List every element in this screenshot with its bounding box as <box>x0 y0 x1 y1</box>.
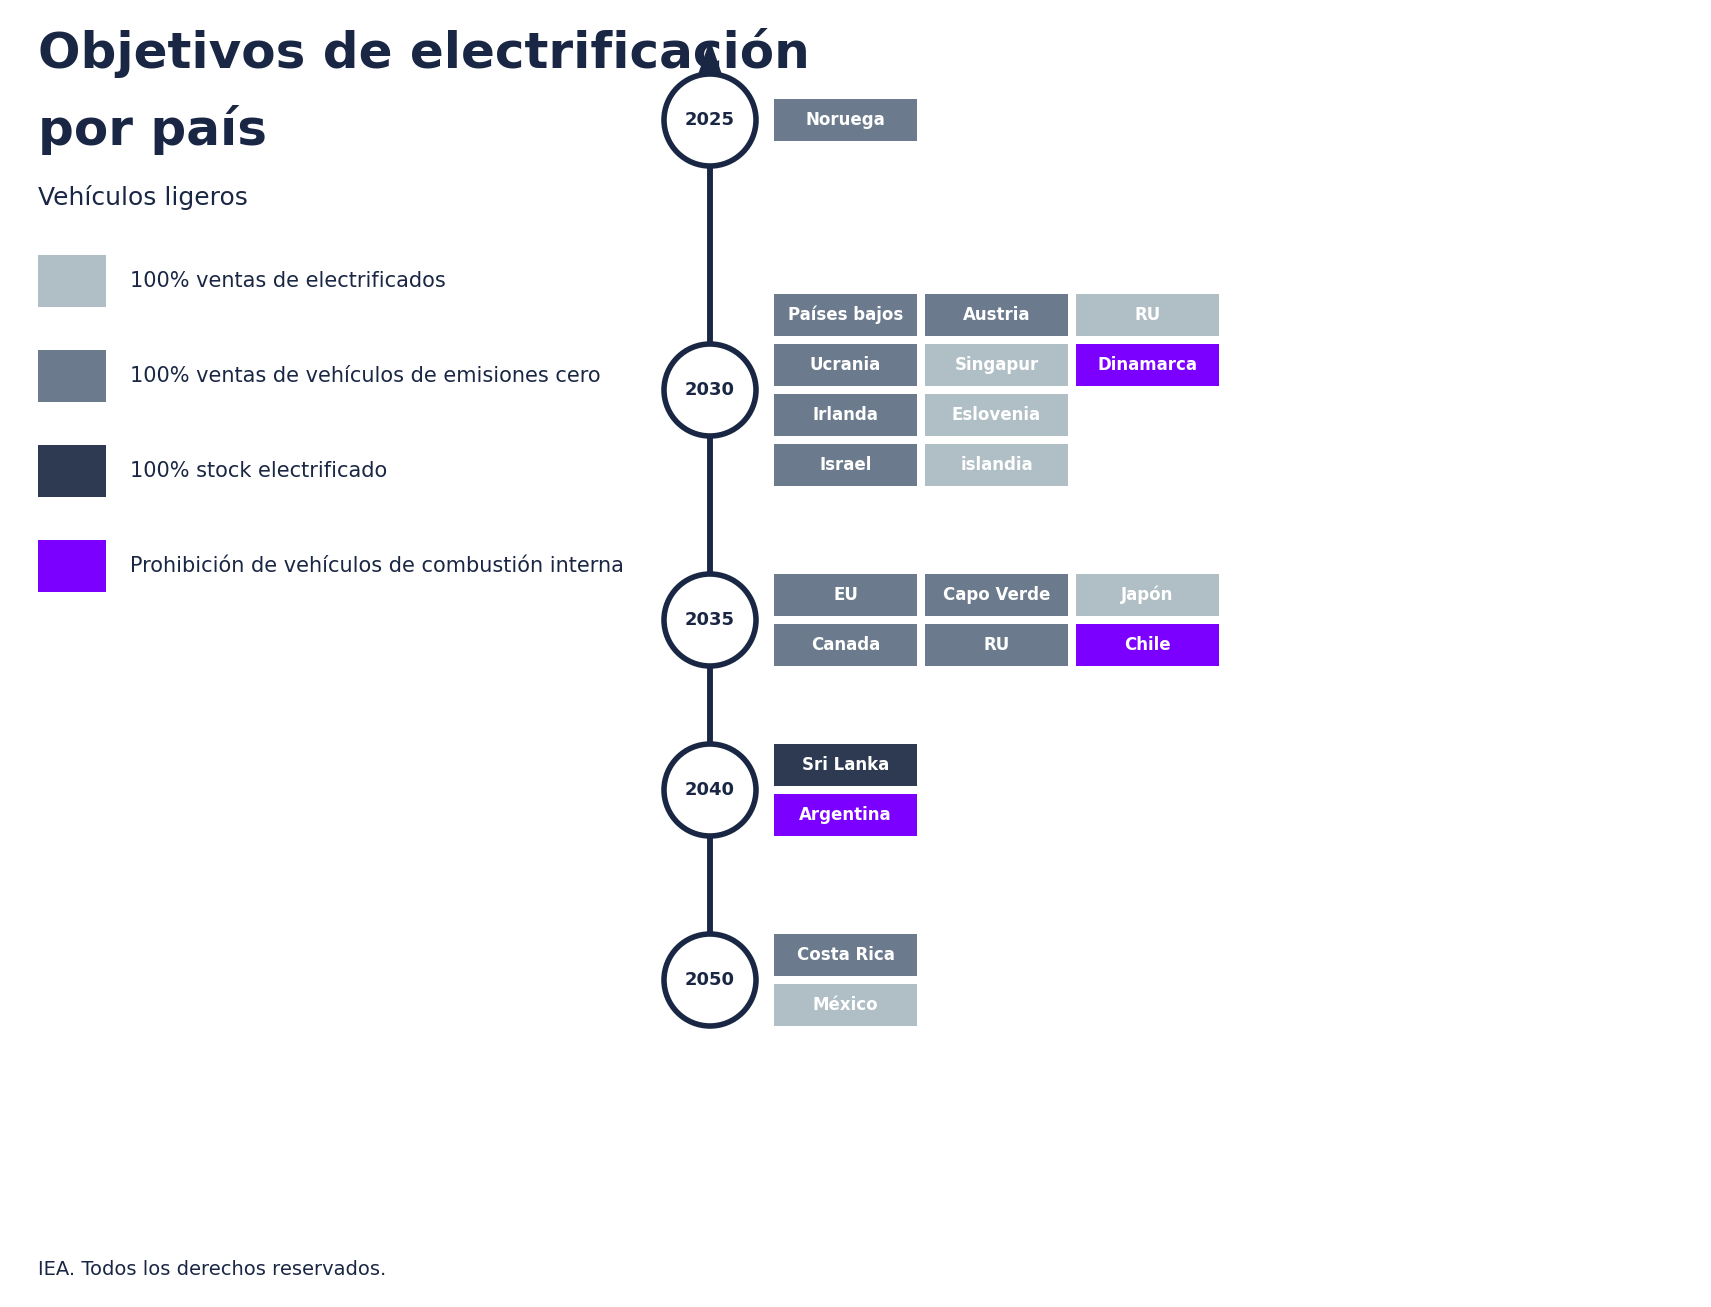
Text: Israel: Israel <box>820 456 871 474</box>
Text: Austria: Austria <box>963 306 1030 324</box>
Text: 100% ventas de electrificados: 100% ventas de electrificados <box>130 271 447 291</box>
Text: islandia: islandia <box>960 456 1033 474</box>
Text: Japón: Japón <box>1121 586 1174 604</box>
Circle shape <box>664 344 756 437</box>
Text: Eslovenia: Eslovenia <box>951 406 1040 423</box>
Text: 100% stock electrificado: 100% stock electrificado <box>130 461 387 481</box>
Circle shape <box>664 74 756 166</box>
FancyBboxPatch shape <box>926 393 1068 437</box>
Text: Dinamarca: Dinamarca <box>1097 356 1198 374</box>
FancyBboxPatch shape <box>773 574 917 616</box>
Text: 100% ventas de vehículos de emisiones cero: 100% ventas de vehículos de emisiones ce… <box>130 366 601 386</box>
Circle shape <box>664 935 756 1026</box>
FancyBboxPatch shape <box>1076 344 1218 386</box>
Text: EU: EU <box>833 586 857 604</box>
Polygon shape <box>691 42 727 94</box>
Text: RU: RU <box>984 637 1009 654</box>
FancyBboxPatch shape <box>773 444 917 486</box>
Text: 2035: 2035 <box>684 610 736 629</box>
Text: Prohibición de vehículos de combustión interna: Prohibición de vehículos de combustión i… <box>130 555 625 576</box>
Text: Noruega: Noruega <box>806 111 885 129</box>
FancyBboxPatch shape <box>926 294 1068 336</box>
Text: Países bajos: Países bajos <box>787 306 903 324</box>
FancyBboxPatch shape <box>773 984 917 1026</box>
Text: 2040: 2040 <box>684 782 736 799</box>
FancyBboxPatch shape <box>1076 294 1218 336</box>
FancyBboxPatch shape <box>926 444 1068 486</box>
FancyBboxPatch shape <box>38 540 106 592</box>
Text: por país: por país <box>38 105 267 156</box>
FancyBboxPatch shape <box>773 294 917 336</box>
Text: Canada: Canada <box>811 637 879 654</box>
Circle shape <box>664 744 756 836</box>
FancyBboxPatch shape <box>773 393 917 437</box>
Text: Capo Verde: Capo Verde <box>943 586 1051 604</box>
Text: Costa Rica: Costa Rica <box>797 946 895 965</box>
Text: Argentina: Argentina <box>799 806 891 823</box>
FancyBboxPatch shape <box>926 344 1068 386</box>
FancyBboxPatch shape <box>773 935 917 976</box>
Text: Singapur: Singapur <box>955 356 1039 374</box>
FancyBboxPatch shape <box>773 623 917 667</box>
Text: Chile: Chile <box>1124 637 1170 654</box>
Text: 2030: 2030 <box>684 382 736 399</box>
FancyBboxPatch shape <box>1076 574 1218 616</box>
FancyBboxPatch shape <box>773 793 917 836</box>
Text: Irlanda: Irlanda <box>813 406 878 423</box>
Text: México: México <box>813 996 878 1014</box>
Text: 2050: 2050 <box>684 971 736 989</box>
FancyBboxPatch shape <box>926 574 1068 616</box>
Text: Objetivos de electrificación: Objetivos de electrificación <box>38 27 809 78</box>
Text: Vehículos ligeros: Vehículos ligeros <box>38 186 248 210</box>
FancyBboxPatch shape <box>773 744 917 786</box>
FancyBboxPatch shape <box>773 99 917 141</box>
FancyBboxPatch shape <box>1076 623 1218 667</box>
Text: Sri Lanka: Sri Lanka <box>802 755 890 774</box>
Text: IEA. Todos los derechos reservados.: IEA. Todos los derechos reservados. <box>38 1260 387 1280</box>
Circle shape <box>664 574 756 667</box>
Text: RU: RU <box>1134 306 1160 324</box>
FancyBboxPatch shape <box>926 623 1068 667</box>
FancyBboxPatch shape <box>38 350 106 403</box>
FancyBboxPatch shape <box>38 255 106 307</box>
Text: Ucrania: Ucrania <box>809 356 881 374</box>
FancyBboxPatch shape <box>773 344 917 386</box>
Text: 2025: 2025 <box>684 111 736 129</box>
FancyBboxPatch shape <box>38 444 106 497</box>
